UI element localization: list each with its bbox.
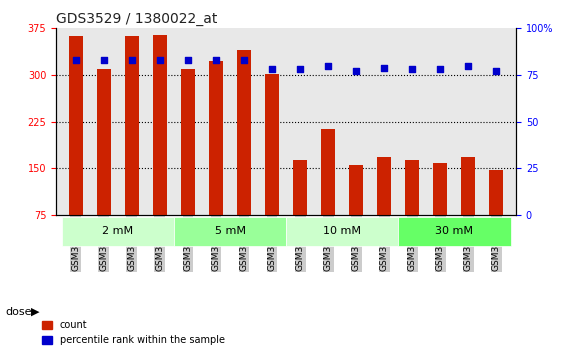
Text: 5 mM: 5 mM — [214, 227, 246, 236]
Point — [324, 63, 333, 69]
Bar — [97, 69, 111, 215]
Text: 2 mM: 2 mM — [102, 227, 134, 236]
Point — [71, 57, 80, 63]
Text: dose: dose — [6, 307, 32, 316]
Point — [155, 57, 164, 63]
FancyBboxPatch shape — [174, 217, 286, 246]
Text: 30 mM: 30 mM — [435, 227, 473, 236]
Point — [268, 67, 277, 72]
Bar — [68, 36, 83, 215]
Legend: count, percentile rank within the sample: count, percentile rank within the sample — [39, 316, 229, 349]
Point — [296, 67, 305, 72]
Bar — [293, 160, 307, 215]
Bar — [153, 35, 167, 215]
Bar — [349, 165, 364, 215]
Point — [211, 57, 220, 63]
Point — [380, 65, 389, 70]
Point — [408, 67, 417, 72]
Text: GDS3529 / 1380022_at: GDS3529 / 1380022_at — [56, 12, 218, 26]
Bar — [265, 74, 279, 215]
Point — [492, 68, 501, 74]
Point — [127, 57, 136, 63]
FancyBboxPatch shape — [62, 217, 174, 246]
Bar — [461, 157, 475, 215]
Point — [99, 57, 108, 63]
Bar — [321, 129, 335, 215]
Text: 10 mM: 10 mM — [323, 227, 361, 236]
Bar — [181, 69, 195, 215]
Bar — [125, 36, 139, 215]
Bar — [433, 164, 447, 215]
Bar — [237, 50, 251, 215]
Point — [183, 57, 192, 63]
Bar — [209, 61, 223, 215]
Point — [240, 57, 249, 63]
Bar — [377, 157, 392, 215]
Text: ▶: ▶ — [31, 307, 39, 316]
Point — [352, 68, 361, 74]
Point — [464, 63, 473, 69]
Bar — [405, 160, 420, 215]
Bar — [489, 170, 504, 215]
Point — [436, 67, 445, 72]
FancyBboxPatch shape — [398, 217, 511, 246]
FancyBboxPatch shape — [286, 217, 398, 246]
